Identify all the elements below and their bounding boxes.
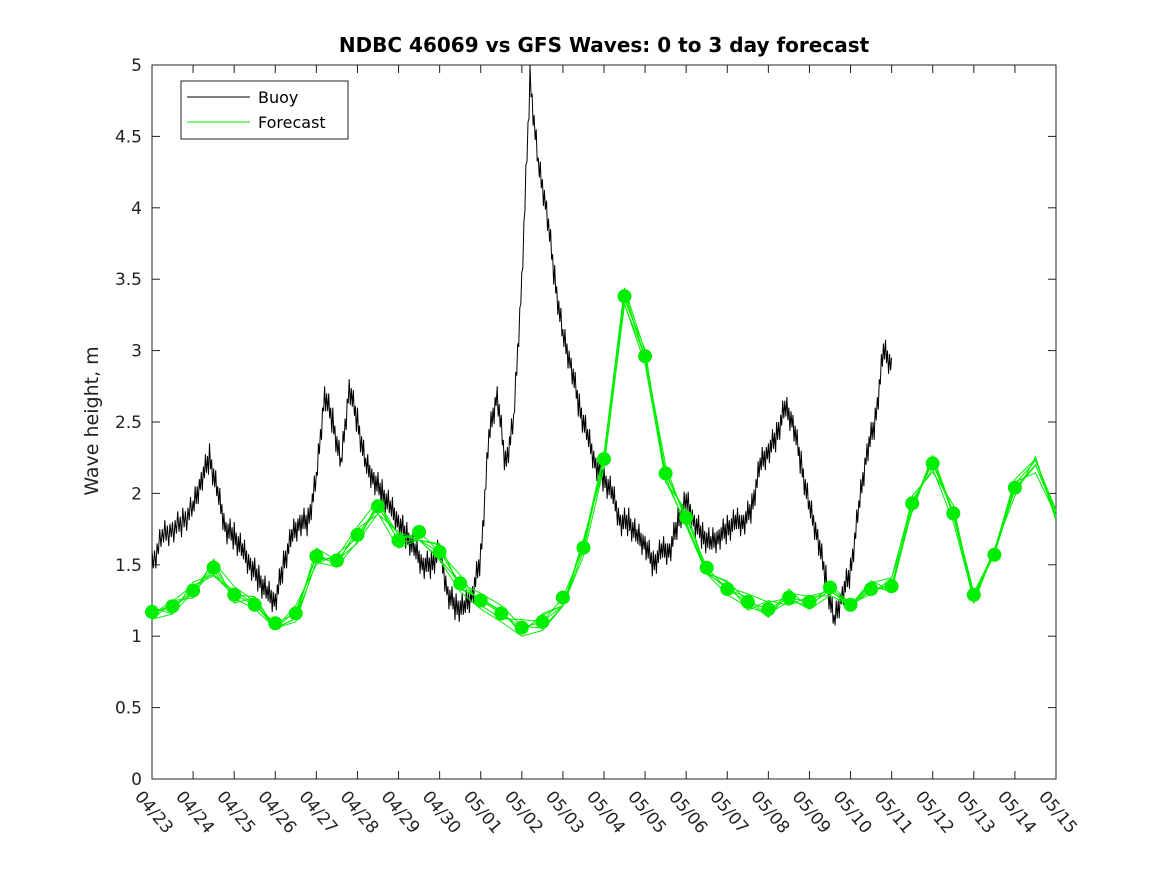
forecast-point <box>514 620 529 635</box>
forecast-point <box>432 544 447 559</box>
x-tick-label: 05/04 <box>582 787 629 837</box>
x-tick-label: 05/03 <box>541 787 588 837</box>
legend: Buoy Forecast <box>180 80 349 140</box>
y-tick-label: 0 <box>131 770 142 790</box>
forecast-point <box>679 510 694 525</box>
forecast-point <box>699 560 714 575</box>
forecast-point <box>987 547 1002 562</box>
legend-forecast-label: Forecast <box>258 113 326 132</box>
forecast-point <box>740 594 755 609</box>
forecast-point <box>412 525 427 539</box>
forecast-point <box>720 582 735 597</box>
forecast-point <box>617 289 632 304</box>
x-tick-label: 04/27 <box>295 787 342 837</box>
forecast-point <box>535 614 550 629</box>
x-tick-label: 04/24 <box>171 787 218 837</box>
forecast-point <box>884 579 899 594</box>
forecast-point <box>309 549 324 564</box>
x-tick-label: 05/01 <box>459 787 506 837</box>
x-tick-label: 05/12 <box>911 787 958 837</box>
y-tick-label: 4 <box>131 199 142 219</box>
plot-area: 00.511.522.533.544.5504/2304/2404/2504/2… <box>115 56 1081 838</box>
x-tick-label: 04/26 <box>253 787 300 837</box>
forecast-point <box>494 606 509 621</box>
x-tick-label: 04/30 <box>418 787 465 837</box>
forecast-point <box>966 587 981 602</box>
forecast-point <box>905 496 920 511</box>
y-tick-label: 2.5 <box>115 413 142 433</box>
forecast-point <box>329 553 344 568</box>
forecast-point <box>145 604 159 619</box>
y-tick-label: 3 <box>131 342 142 362</box>
forecast-point <box>946 506 961 521</box>
forecast-point <box>268 616 283 631</box>
forecast-point <box>864 582 879 597</box>
x-tick-label: 05/06 <box>664 787 711 837</box>
buoy-line <box>151 64 893 626</box>
forecast-line <box>151 303 1057 637</box>
x-tick-label: 05/07 <box>705 787 752 837</box>
forecast-point <box>247 597 262 612</box>
forecast-point <box>391 533 406 548</box>
y-tick-label: 4.5 <box>115 127 142 147</box>
legend-box <box>180 80 349 140</box>
y-tick-label: 1 <box>131 627 142 647</box>
forecast-point <box>165 599 180 614</box>
forecast-point <box>1007 480 1022 495</box>
forecast-point <box>823 580 837 595</box>
x-tick-label: 05/05 <box>623 787 670 837</box>
x-tick-label: 04/25 <box>212 787 259 837</box>
x-tick-label: 05/15 <box>1034 787 1081 837</box>
forecast-point <box>802 594 817 609</box>
x-tick-label: 05/11 <box>870 787 917 837</box>
y-tick-label: 5 <box>131 56 142 76</box>
x-tick-label: 04/28 <box>336 787 383 837</box>
forecast-point <box>761 602 776 617</box>
y-tick-label: 1.5 <box>115 556 142 576</box>
forecast-point <box>371 499 385 514</box>
forecast-point <box>227 587 242 602</box>
forecast-point <box>206 560 221 575</box>
forecast-point <box>638 349 653 364</box>
y-tick-label: 0.5 <box>115 699 142 719</box>
forecast-point <box>186 583 201 598</box>
y-tick-label: 2 <box>131 484 142 504</box>
x-tick-label: 04/23 <box>130 787 177 837</box>
x-tick-label: 04/29 <box>377 787 424 837</box>
plot-frame <box>151 64 1057 780</box>
x-tick-label: 05/02 <box>500 787 547 837</box>
forecast-point <box>473 593 488 608</box>
forecast-point <box>453 576 468 591</box>
x-tick-label: 05/09 <box>788 787 835 837</box>
y-axis-label: Wave height, m <box>81 346 103 495</box>
forecast-point <box>350 527 365 542</box>
forecast-point <box>781 590 796 605</box>
x-tick-label: 05/14 <box>993 787 1040 837</box>
y-tick-label: 3.5 <box>115 270 142 290</box>
forecast-point <box>925 456 940 471</box>
forecast-point <box>555 590 570 605</box>
forecast-point <box>843 597 858 612</box>
forecast-point <box>576 540 591 555</box>
forecast-point <box>658 466 673 481</box>
x-tick-label: 05/10 <box>829 787 876 837</box>
forecast-point <box>597 452 611 467</box>
legend-buoy-label: Buoy <box>258 88 298 107</box>
forecast-point <box>288 606 303 621</box>
x-tick-label: 05/13 <box>952 787 999 837</box>
chart-title: NDBC 46069 vs GFS Waves: 0 to 3 day fore… <box>339 33 870 57</box>
x-tick-label: 05/08 <box>747 787 794 837</box>
